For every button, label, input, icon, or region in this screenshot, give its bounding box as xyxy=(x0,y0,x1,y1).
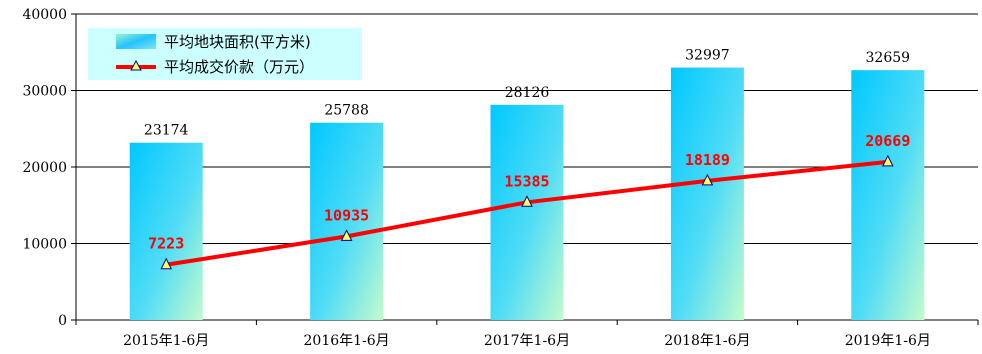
legend-triangle-marker xyxy=(130,59,142,71)
y-axis: 0 10000 20000 30000 40000 xyxy=(22,7,77,329)
bar xyxy=(670,67,744,320)
y-tick-label: 20000 xyxy=(22,160,67,176)
line-point-marker xyxy=(701,173,714,186)
bar-data-label: 28126 xyxy=(505,85,550,101)
y-tick-label: 0 xyxy=(58,313,67,329)
bar xyxy=(310,122,384,320)
bar-series xyxy=(129,67,925,321)
line-point-marker xyxy=(881,154,894,167)
line-point-marker xyxy=(340,229,353,241)
line-data-label: 10935 xyxy=(324,206,369,224)
y-tick-label: 10000 xyxy=(22,237,67,253)
legend-line-label: 平均成交价款（万元） xyxy=(164,58,314,76)
legend: 平均地块面积(平方米) 平均成交价款（万元） xyxy=(88,28,362,80)
line-series xyxy=(160,154,894,270)
legend-bar-swatch xyxy=(116,34,156,49)
bar-data-labels: 23174 25788 28126 32997 32659 xyxy=(144,48,910,139)
y-tick-label: 30000 xyxy=(22,84,67,100)
bar-data-label: 25788 xyxy=(324,103,369,119)
bar xyxy=(851,70,925,320)
x-tick-label: 2017年1-6月 xyxy=(484,333,570,349)
bar xyxy=(490,104,564,321)
legend-bar-label: 平均地块面积(平方米) xyxy=(164,33,311,51)
bar-data-label: 23174 xyxy=(144,123,189,139)
x-axis: 2015年1-6月 2016年1-6月 2017年1-6月 2018年1-6月 2019… xyxy=(75,319,979,349)
x-tick-label: 2015年1-6月 xyxy=(123,333,209,349)
bar-data-label: 32659 xyxy=(866,50,911,66)
line-point-marker xyxy=(160,257,173,270)
x-tick-label: 2016年1-6月 xyxy=(304,333,390,349)
line-data-label: 20669 xyxy=(865,132,910,150)
line-data-label: 18189 xyxy=(685,151,730,169)
x-tick-label: 2018年1-6月 xyxy=(664,333,750,349)
bar xyxy=(129,142,203,320)
x-tick-label: 2019年1-6月 xyxy=(845,333,931,349)
line-data-labels: 7223 10935 15385 18189 20669 xyxy=(148,132,910,253)
line-data-label: 15385 xyxy=(504,172,549,190)
line-data-label: 7223 xyxy=(148,235,184,253)
y-tick-label: 40000 xyxy=(22,7,67,23)
bar-data-label: 32997 xyxy=(685,48,730,64)
line-point-marker xyxy=(521,195,533,207)
